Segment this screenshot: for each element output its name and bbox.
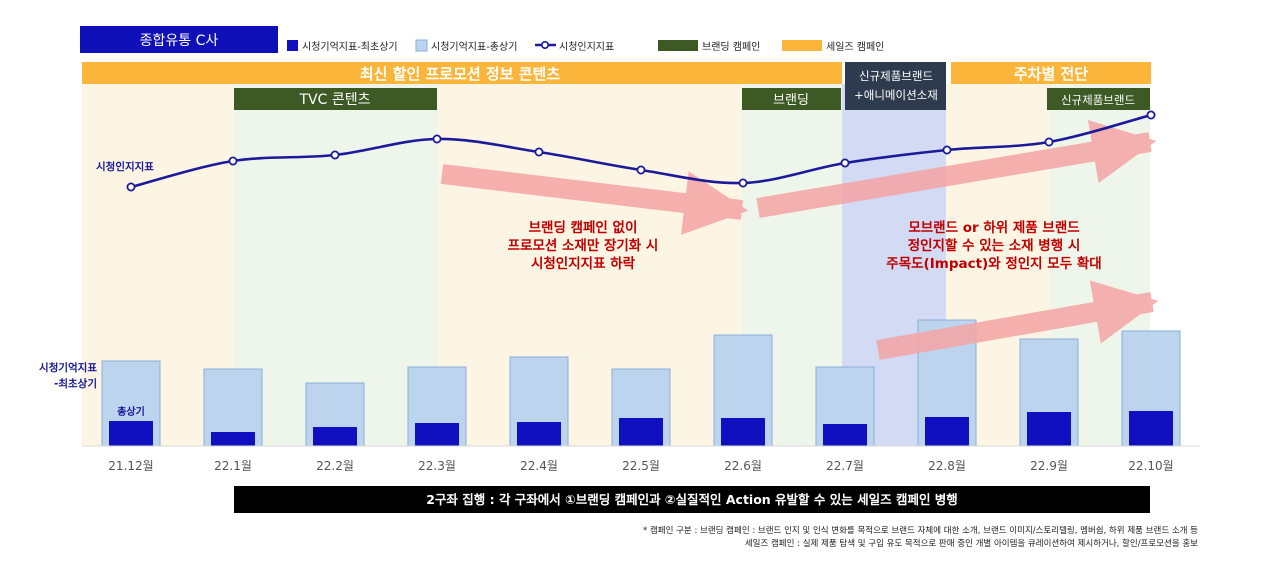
awareness-point — [432, 134, 442, 144]
legend-label-awareness: 시청인지지표 — [559, 41, 614, 53]
first-recall-bar — [1129, 411, 1173, 446]
first-recall-bar — [415, 423, 459, 446]
annotation-right-1: 모브랜드 or 하위 제품 브랜드 — [908, 219, 1080, 236]
x-tick-label: 22.8월 — [928, 459, 966, 473]
new-product-anim-label-2: +애니메이션소재 — [854, 88, 938, 102]
x-tick-label: 22.7월 — [826, 459, 864, 473]
awareness-point — [1044, 137, 1054, 147]
legend-swatch-branding — [658, 40, 698, 51]
annotation-right-2: 정인지할 수 있는 소재 병행 시 — [908, 237, 1081, 254]
title-badge — [80, 26, 278, 53]
first-recall-bar — [211, 432, 255, 446]
arrow-decline — [440, 164, 749, 235]
annotation-left-1: 브랜딩 캠페인 없이 — [529, 219, 638, 236]
x-tick-label: 22.10월 — [1128, 459, 1173, 473]
first-recall-bar — [823, 424, 867, 446]
legend: 시청기억지표-최초상기 시청기억지표-총상기 시청인지지표 브랜딩 캠페인 세일… — [287, 39, 884, 53]
branding-label: 브랜딩 — [773, 93, 809, 108]
legend-swatch-min — [287, 40, 298, 51]
annotation-left-2: 프로모션 소재만 장기화 시 — [508, 237, 659, 254]
new-product-brand-band — [1047, 88, 1150, 110]
legend-label-sales: 세일즈 캠페인 — [826, 41, 884, 53]
awareness-point — [330, 150, 340, 160]
first-recall-bar — [721, 418, 765, 446]
campaign-header: 최신 할인 프로모션 정보 콘텐츠 신규제품브랜드 +애니메이션소재 주차별 전… — [82, 62, 1151, 110]
awareness-points — [126, 110, 1156, 192]
annotation-right: 모브랜드 or 하위 제품 브랜드 정인지할 수 있는 소재 병행 시 주목도(… — [886, 219, 1101, 272]
awareness-point — [942, 145, 952, 155]
new-product-anim-label-1: 신규제품브랜드 — [859, 69, 933, 83]
new-product-brand-label: 신규제품브랜드 — [1061, 93, 1135, 107]
sales-main-band — [82, 62, 842, 84]
legend-swatch-sales — [782, 40, 822, 51]
arrow-rise-recall — [876, 280, 1159, 360]
branding-band — [742, 88, 841, 110]
x-tick-label: 22.2월 — [316, 459, 354, 473]
annotation-right-3: 주목도(Impact)와 정인지 모두 확대 — [886, 255, 1101, 272]
arrow-rise-awareness — [756, 120, 1157, 218]
footnote-line-2: 세일즈 캠페인 : 실제 제품 탐색 및 구입 유도 목적으로 판매 중인 개별… — [745, 538, 1198, 549]
legend-label-total: 시청기억지표-총상기 — [431, 41, 517, 53]
background-bands — [82, 84, 1150, 446]
first-recall-bar — [313, 427, 357, 446]
summary-banner — [234, 486, 1150, 513]
weekly-slot-label: 주차별 전단 — [1014, 65, 1088, 83]
x-tick-label: 22.9월 — [1030, 459, 1068, 473]
legend-swatch-total — [415, 39, 428, 52]
annotation-left: 브랜딩 캠페인 없이 프로모션 소재만 장기화 시 시청인지지표 하락 — [508, 219, 659, 272]
legend-label-branding: 브랜딩 캠페인 — [702, 41, 760, 53]
x-tick-label: 21.12월 — [108, 459, 153, 473]
x-tick-label: 22.3월 — [418, 459, 456, 473]
awareness-point — [738, 178, 748, 188]
awareness-point — [636, 165, 646, 175]
tvc-label: TVC 콘텐츠 — [299, 92, 371, 108]
x-tick-label: 22.4월 — [520, 459, 558, 473]
x-tick-label: 22.5월 — [622, 459, 660, 473]
awareness-point — [228, 156, 238, 166]
first-recall-bar — [619, 418, 663, 446]
x-tick-label: 22.6월 — [724, 459, 762, 473]
awareness-point — [126, 182, 136, 192]
x-tick-label: 22.1월 — [214, 459, 252, 473]
awareness-point — [534, 147, 544, 157]
first-recall-bar — [1027, 412, 1071, 446]
recall-axis-label-1: 시청기억지표 — [39, 361, 97, 374]
total-recall-inline-label: 총상기 — [117, 405, 145, 418]
awareness-point — [840, 158, 850, 168]
recall-axis-label-2: -최초상기 — [54, 377, 97, 390]
title-badge-text: 종합유통 C사 — [140, 33, 219, 49]
first-recall-bar — [517, 422, 561, 446]
legend-line-marker — [540, 40, 549, 49]
first-recall-bars — [109, 411, 1173, 446]
first-recall-bar — [109, 421, 153, 446]
annotation-left-3: 시청인지지표 하락 — [531, 255, 636, 272]
footnote-line-1: * 캠페인 구분 : 브랜딩 캠페인 : 브랜드 인지 및 인식 변화를 목적으… — [643, 525, 1198, 536]
sales-main-label: 최신 할인 프로모션 정보 콘텐츠 — [360, 65, 560, 83]
first-recall-bar — [925, 417, 969, 446]
summary-banner-text: 2구좌 집행 : 각 구좌에서 ①브랜딩 캠페인과 ②실질적인 Action 유… — [426, 492, 958, 507]
legend-label-min: 시청기억지표-최초상기 — [302, 41, 398, 53]
awareness-axis-label: 시청인지지표 — [96, 160, 154, 173]
trend-arrows — [440, 120, 1159, 360]
x-tick-labels: 21.12월 22.1월 22.2월 22.3월 22.4월 22.5월 22.6월 22.7… — [108, 459, 1173, 473]
new-product-anim-band — [845, 62, 946, 110]
awareness-point — [1146, 110, 1156, 120]
tvc-band — [234, 88, 437, 110]
weekly-slot-band — [951, 62, 1151, 84]
